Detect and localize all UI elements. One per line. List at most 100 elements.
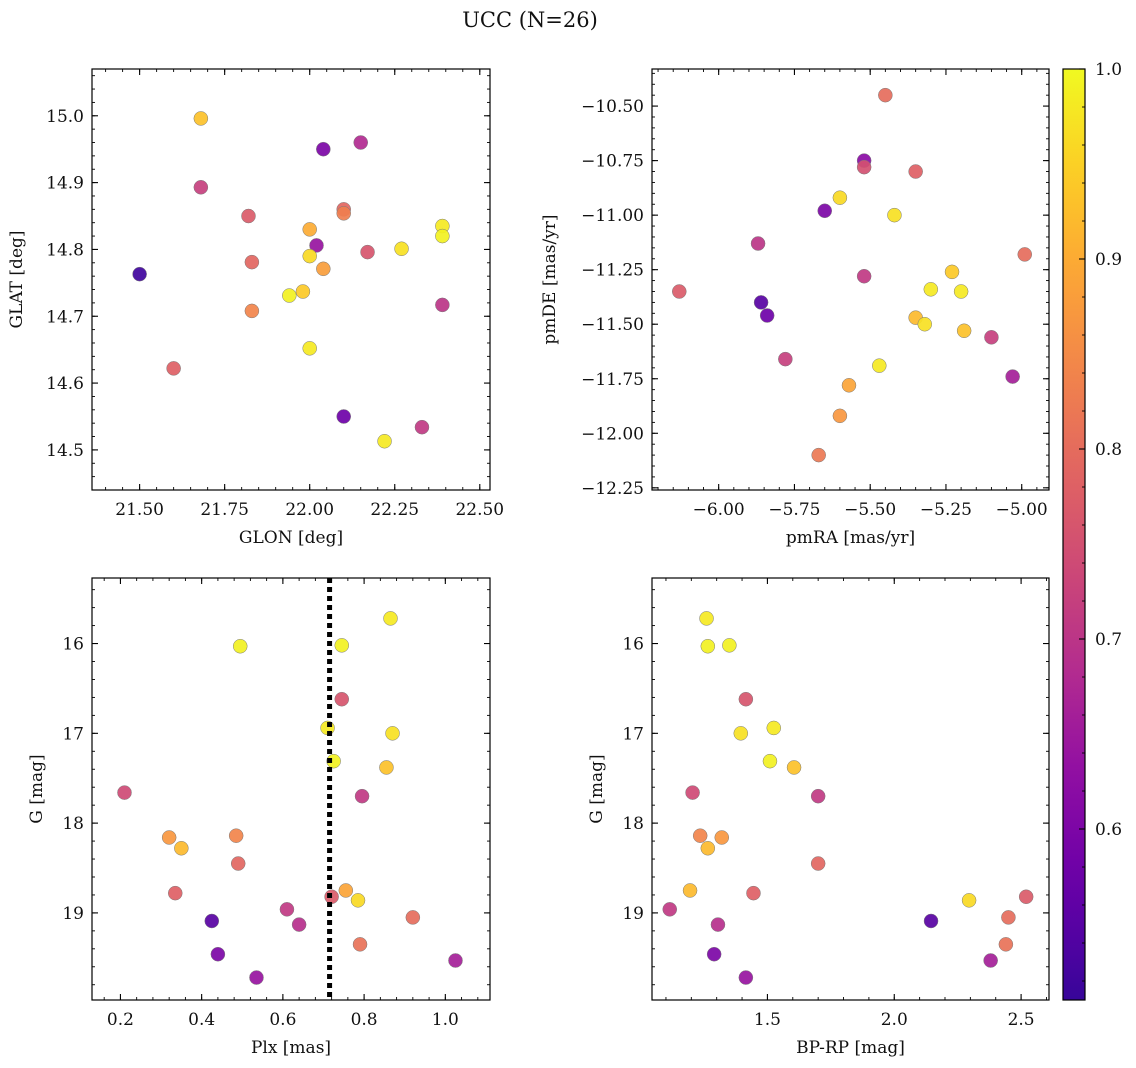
data-point [856,268,872,284]
data-point [334,638,350,653]
colorbar-tick-label: 0.7 [1095,630,1122,650]
data-point [166,361,181,376]
data-point [887,207,902,223]
data-point [279,902,295,917]
y-axis-label: GLAT [deg] [7,230,27,328]
x-tick-label: 1.0 [432,1010,459,1030]
y-tick-label: 17 [622,724,644,744]
data-point [685,785,700,800]
x-axis-label: BP-RP [mag] [796,1038,905,1058]
data-point [1001,910,1016,925]
y-tick-label: −11.25 [581,261,644,281]
data-point [232,638,248,654]
data-point [210,946,226,962]
panel-1: 21.50 21.75 22.00 22.25 22.50 14.5 14.6 14.7 14.… [7,68,504,548]
data-point [435,297,450,313]
x-tick-label: 22.50 [455,500,504,520]
data-point [244,254,260,270]
data-point [383,611,398,626]
x-tick-label: −5.25 [920,500,972,520]
data-point [923,913,939,929]
data-point [710,917,726,932]
data-point [316,141,331,157]
y-tick-label: 18 [622,814,644,834]
data-point [699,611,714,626]
x-axis-label: pmRA [mas/yr] [786,528,915,548]
plot-frame [651,68,1050,491]
y-tick-label: −11.00 [581,206,644,226]
y-tick-label: 14.6 [46,374,84,394]
data-point [354,788,370,804]
x-axis-label: GLON [deg] [239,528,343,548]
panel-2: −6.00 −5.75 −5.50 −5.25 −5.00 −12.25 −12.00 −11… [540,68,1050,548]
y-tick-label: 16 [62,635,84,655]
data-point [350,893,366,908]
data-point [302,222,317,237]
data-point [379,760,394,775]
data-point [706,946,722,962]
y-tick-label: −10.75 [581,152,644,172]
data-point [414,419,430,435]
colorbar: 0.6 0.7 0.8 0.9 1.0 [1062,60,1122,1001]
data-point [249,970,264,985]
data-point [241,208,256,224]
data-point [385,726,400,741]
data-point [714,830,730,845]
data-point [778,351,793,367]
figure-title: UCC (N=26) [462,8,598,32]
y-tick-label: −11.75 [581,370,644,390]
panel-4: 1.5 2.0 2.5 16 17 18 19 BP-RP [mag] G [mag] [587,577,1050,1058]
data-point [117,785,132,800]
x-tick-label: 21.50 [115,500,164,520]
y-tick-label: 17 [62,724,84,744]
data-point [161,830,177,845]
data-point [244,303,260,319]
data-point [810,788,826,804]
x-tick-label: 22.25 [370,500,419,520]
colorbar-gradient [1062,68,1086,1001]
x-tick-label: 2.5 [1008,1010,1035,1030]
data-point [750,236,766,251]
x-tick-label: 2.0 [881,1010,908,1030]
data-point [998,937,1014,952]
data-point [810,856,826,871]
y-tick-label: 16 [622,635,644,655]
x-tick-label: −5.00 [996,500,1048,520]
data-point [193,180,209,195]
y-tick-label: 14.5 [46,441,84,461]
data-point [738,691,754,707]
data-point [228,828,244,843]
data-point [917,316,932,332]
x-axis-label: Plx [mas] [251,1038,331,1058]
data-point [786,760,802,775]
data-point [1017,247,1033,262]
colorbar-tick-label: 0.9 [1095,250,1122,270]
y-tick-label: 19 [622,904,644,924]
data-point [759,308,775,323]
x-tick-label: 21.75 [200,500,249,520]
data-point [700,841,716,856]
data-point [326,753,341,769]
panel-3: 0.2 0.4 0.6 0.8 1.0 16 17 18 19 Plx [mas] G [mag] [27,577,491,1058]
data-point [762,753,778,769]
data-point [394,241,409,257]
data-point [302,248,317,264]
x-tick-label: −5.75 [768,500,820,520]
data-point [336,206,351,221]
colorbar-tick-label: 0.6 [1095,820,1122,840]
plot-frame [91,68,491,491]
x-tick-label: 1.5 [754,1010,781,1030]
data-point [334,691,350,707]
y-tick-label: −12.00 [581,424,644,444]
data-point [817,203,832,219]
x-tick-label: 0.4 [188,1010,215,1030]
x-tick-label: 22.00 [285,500,334,520]
data-point [302,341,317,356]
y-tick-label: −12.25 [581,479,644,499]
data-point [352,937,368,952]
data-point [983,953,998,968]
data-point [944,264,960,280]
data-point [738,970,754,985]
data-point [168,885,183,901]
